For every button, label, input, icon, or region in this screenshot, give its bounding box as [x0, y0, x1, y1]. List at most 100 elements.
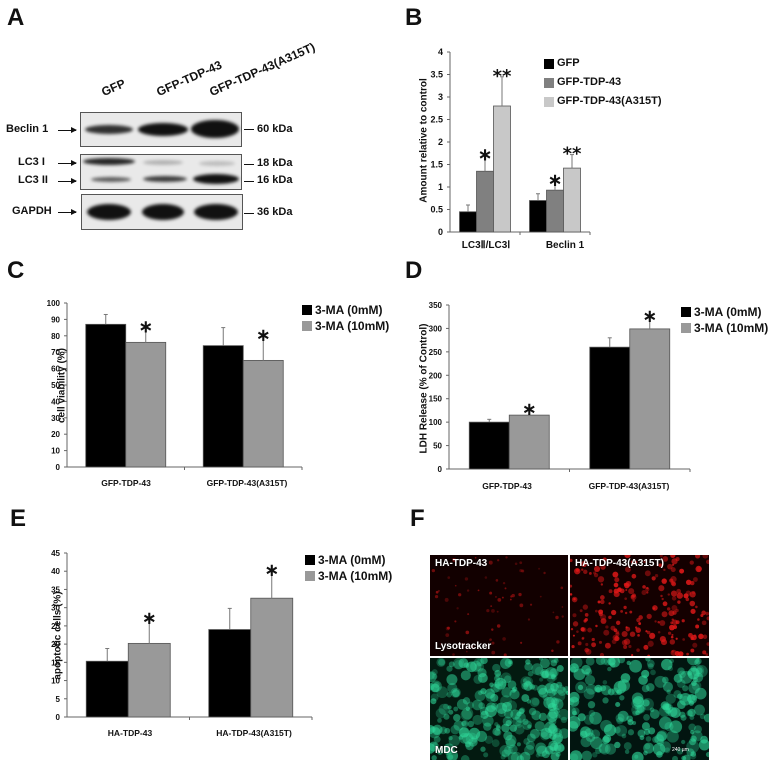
mw-marker [244, 164, 254, 166]
blot-beclin1 [80, 112, 242, 147]
svg-text:70: 70 [51, 348, 60, 357]
significance-marker: ** [493, 66, 512, 87]
svg-text:45: 45 [51, 549, 60, 558]
micrograph-mdc-tdp43: MDC [430, 658, 568, 760]
mw-marker [244, 181, 254, 183]
bar [125, 341, 167, 468]
mw-label-60: 60 kDa [257, 123, 293, 135]
panel-d-label: D [405, 257, 423, 284]
blot-row-label-gapdh: GAPDH [12, 205, 52, 217]
legend-b: GFP GFP-TDP-43 GFP-TDP-43(A315T) [544, 54, 662, 111]
panel-e-label: E [10, 505, 27, 532]
legend-item: GFP [544, 54, 662, 73]
svg-text:0.5: 0.5 [430, 205, 443, 215]
svg-text:0: 0 [438, 465, 443, 474]
legend-swatch [305, 555, 315, 565]
bar [85, 323, 127, 468]
band [199, 161, 235, 166]
legend-swatch [544, 96, 554, 107]
svg-text:30: 30 [51, 414, 60, 423]
svg-text:60: 60 [51, 365, 60, 374]
legend-swatch [302, 305, 312, 315]
legend-text: 3-MA (10mM) [315, 319, 390, 333]
svg-text:0: 0 [56, 713, 61, 722]
svg-text:90: 90 [51, 315, 60, 324]
band [91, 177, 131, 182]
legend-item: 3-MA (0mM) [681, 304, 768, 320]
svg-text:3: 3 [438, 92, 443, 102]
y-axis-label: LDH Release (% of Control) [418, 323, 430, 454]
band [83, 158, 135, 165]
legend-item: 3-MA (10mM) [305, 568, 392, 584]
svg-text:40: 40 [51, 397, 60, 406]
blot-gapdh [81, 194, 243, 230]
mw-label-16: 16 kDa [257, 174, 293, 186]
panel-a-label: A [7, 4, 25, 31]
band [85, 125, 133, 134]
legend-text: GFP-TDP-43(A315T) [557, 95, 662, 107]
svg-text:0: 0 [438, 227, 443, 237]
svg-text:100: 100 [47, 299, 61, 308]
panel-b-label: B [405, 4, 423, 31]
legend-text: 3-MA (0mM) [318, 553, 386, 567]
bar-chart-b: 0 0.5 1 1.5 2 2.5 3 3.5 4 ∗ ** ∗ ** [0, 0, 776, 260]
legend-text: 3-MA (0mM) [694, 305, 762, 319]
x-category-label: GFP-TDP-43(A315T) [588, 481, 670, 491]
svg-text:40: 40 [51, 567, 60, 576]
legend-swatch [302, 321, 312, 331]
x-category-label: GFP-TDP-43(A315T) [206, 478, 288, 488]
legend-text: GFP [557, 57, 580, 69]
mw-label-18: 18 kDa [257, 157, 293, 169]
mw-label-36: 36 kDa [257, 206, 293, 218]
y-axis-label: cell viability (%) [56, 347, 68, 424]
x-category-label: GFP-TDP-43 [482, 481, 532, 491]
legend-item: 3-MA (0mM) [305, 552, 392, 568]
legend-swatch [544, 58, 554, 69]
micrograph-col-label: HA-TDP-43 [435, 558, 488, 569]
band [143, 176, 187, 182]
svg-text:15: 15 [51, 658, 60, 667]
svg-text:350: 350 [429, 301, 443, 310]
legend-text: 3-MA (10mM) [694, 321, 769, 335]
svg-text:100: 100 [429, 418, 443, 427]
bar [85, 660, 129, 718]
blot-row-label-lc3-i: LC3 I [18, 156, 45, 168]
legend-text: 3-MA (0mM) [315, 303, 383, 317]
legend-swatch [544, 77, 554, 88]
significance-marker: ** [563, 144, 582, 165]
mw-marker [244, 129, 254, 131]
svg-text:50: 50 [433, 442, 442, 451]
significance-marker: ∗ [142, 608, 157, 629]
arrow-icon [58, 125, 77, 135]
svg-text:2.5: 2.5 [430, 115, 443, 125]
legend-item: 3-MA (10mM) [681, 320, 768, 336]
band [193, 174, 239, 184]
x-category-label: HA-TDP-43(A315T) [216, 728, 292, 738]
svg-text:1: 1 [438, 182, 443, 192]
svg-text:10: 10 [51, 677, 60, 686]
svg-text:30: 30 [51, 604, 60, 613]
scale-bar-label: 240 µm [672, 747, 689, 753]
significance-marker: ∗ [138, 317, 153, 338]
y-axis-label: apoptotic cells (%) [52, 591, 64, 680]
legend-swatch [681, 307, 691, 317]
significance-marker: ∗ [547, 170, 562, 191]
significance-marker: ∗ [256, 325, 271, 346]
svg-text:1.5: 1.5 [430, 160, 443, 170]
svg-text:3.5: 3.5 [430, 70, 443, 80]
micrograph-row-label: Lysotracker [435, 641, 492, 652]
legend-swatch [681, 323, 691, 333]
significance-marker: ∗ [477, 145, 492, 166]
micrograph-lysotracker-tdp43-a315t: HA-TDP-43(A315T) [570, 555, 709, 656]
band [194, 204, 238, 220]
svg-text:150: 150 [429, 395, 443, 404]
significance-marker: ∗ [264, 560, 279, 581]
svg-text:10: 10 [51, 447, 60, 456]
legend-item: 3-MA (10mM) [302, 318, 389, 334]
legend-item: GFP-TDP-43(A315T) [544, 92, 662, 111]
